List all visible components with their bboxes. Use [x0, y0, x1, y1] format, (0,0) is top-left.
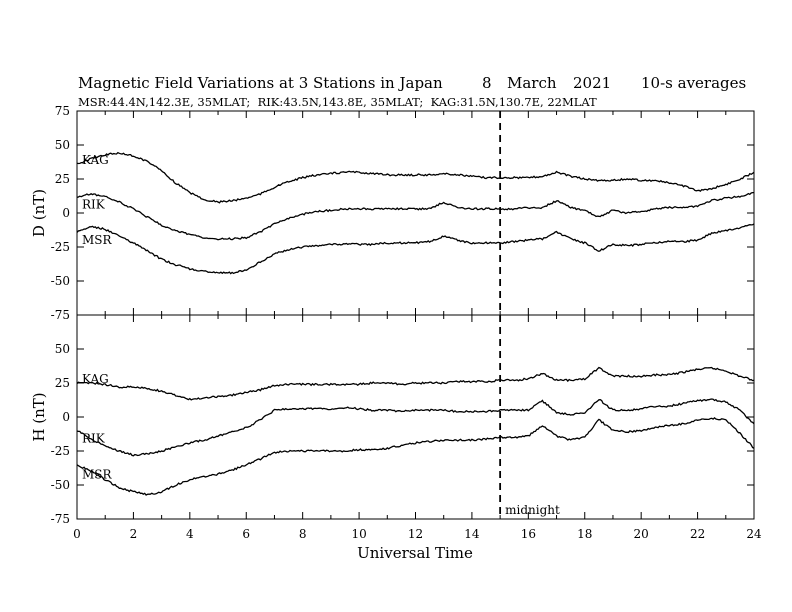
- date-day: 8: [482, 74, 492, 92]
- xtick-label: 4: [186, 527, 194, 541]
- ytick-label: -25: [51, 240, 70, 254]
- ytick-label: 25: [55, 376, 70, 390]
- xtick-label: 14: [464, 527, 480, 541]
- series-line-d-msr: [76, 223, 755, 275]
- series-line-h-rik: [76, 398, 755, 457]
- xtick-label: 24: [746, 527, 762, 541]
- ytick-label: -75: [51, 512, 70, 526]
- panel-d-frame: [76, 110, 755, 316]
- labels-layer: KAG RIK MSR KAG RIK MSR: [82, 153, 113, 482]
- xtick-label: 22: [690, 527, 705, 541]
- series-label-h-msr: MSR: [82, 468, 113, 482]
- ytick-label: 0: [62, 206, 70, 220]
- xtick-label: 10: [351, 527, 366, 541]
- xtick-label: 12: [408, 527, 423, 541]
- ytick-label: 50: [55, 342, 70, 356]
- date-month: March: [507, 74, 557, 92]
- series-label-d-msr: MSR: [82, 233, 113, 247]
- series-line-h-msr: [76, 417, 755, 496]
- xlabel: Universal Time: [357, 544, 473, 562]
- panel-h-frame: [76, 314, 755, 520]
- ytick-label: -25: [51, 444, 70, 458]
- midnight-label: midnight: [505, 503, 560, 517]
- series-label-d-kag: KAG: [82, 153, 109, 167]
- ytick-label: 50: [55, 138, 70, 152]
- ylabel-h: H (nT): [30, 392, 48, 441]
- date-year: 2021: [573, 74, 611, 92]
- xtick-label: 6: [242, 527, 250, 541]
- xtick-label: 8: [299, 527, 307, 541]
- ylabel-d: D (nT): [30, 189, 48, 237]
- stations-info: MSR:44.4N,142.3E, 35MLAT; RIK:43.5N,143.…: [78, 95, 597, 109]
- series-label-h-kag: KAG: [82, 372, 109, 386]
- series-line-h-kag: [76, 366, 755, 401]
- ytick-label: -75: [51, 308, 70, 322]
- series-layer: [76, 151, 755, 496]
- xtick-label: 16: [521, 527, 536, 541]
- xtick-label: 0: [73, 527, 81, 541]
- ytick-label: -50: [51, 478, 70, 492]
- ytick-label: 75: [55, 104, 70, 118]
- xtick-label: 20: [634, 527, 649, 541]
- averaging-label: 10-s averages: [641, 74, 746, 92]
- series-line-d-kag: [76, 151, 755, 204]
- ytick-label: -50: [51, 274, 70, 288]
- ytick-label: 0: [62, 410, 70, 424]
- series-label-h-rik: RIK: [82, 432, 106, 446]
- ytick-label: 25: [55, 172, 70, 186]
- series-line-d-rik: [76, 191, 754, 241]
- chart-title: Magnetic Field Variations at 3 Stations …: [78, 74, 443, 92]
- xtick-label: 18: [577, 527, 592, 541]
- series-label-d-rik: RIK: [82, 198, 106, 212]
- xtick-label: 2: [130, 527, 138, 541]
